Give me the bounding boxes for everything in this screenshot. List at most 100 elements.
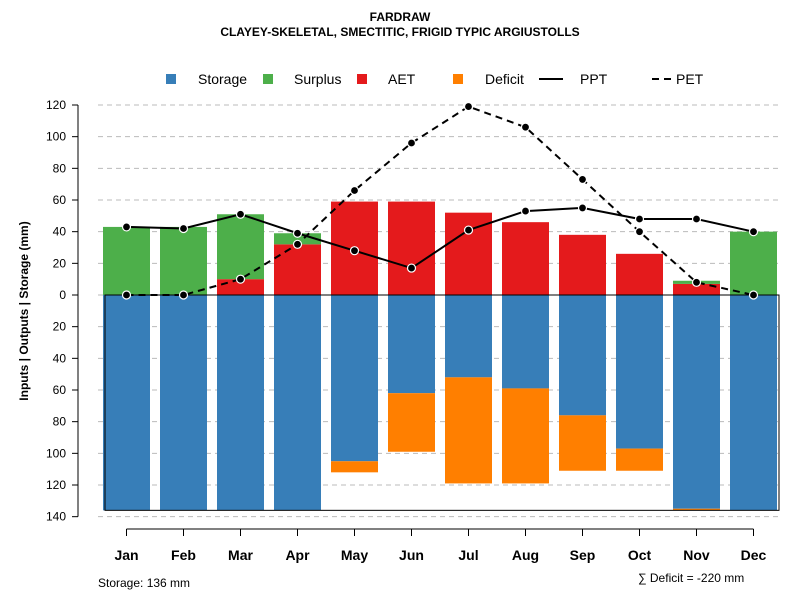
pet-point [121, 290, 132, 300]
aet-bar [502, 222, 549, 295]
y-tick-label: 40 [53, 351, 67, 365]
x-tick-label: Dec [741, 547, 767, 563]
legend-swatch [453, 74, 463, 84]
pet-point [691, 277, 702, 287]
y-tick-label: 0 [59, 288, 66, 302]
storage-bar [673, 295, 720, 509]
ppt-point [577, 203, 588, 213]
y-axis-label: Inputs | Outputs | Storage (mm) [17, 221, 31, 400]
legend-item-aet: AET [357, 71, 416, 87]
ppt-point [463, 225, 474, 235]
surplus-bar [103, 226, 150, 295]
pet-point [178, 290, 189, 300]
ppt-point [349, 246, 360, 256]
pet-point [406, 138, 417, 148]
pet-point [634, 227, 645, 237]
storage-bar [103, 295, 150, 511]
x-tick-label: Aug [512, 547, 539, 563]
ppt-point [235, 209, 246, 219]
y-tick-label: 60 [53, 193, 67, 207]
ppt-point [748, 227, 759, 237]
legend-item-ppt: PPT [539, 71, 608, 87]
y-tick-label: 20 [53, 320, 67, 334]
surplus-bar [160, 226, 207, 295]
pet-point [748, 290, 759, 300]
deficit-bar [559, 415, 606, 471]
pet-point [349, 185, 360, 196]
storage-bar [559, 295, 606, 416]
storage-bar [160, 295, 207, 511]
deficit-bar [616, 448, 663, 471]
pet-point [577, 174, 588, 185]
ppt-point [121, 222, 132, 232]
legend-item-storage: Storage [166, 71, 247, 87]
ppt-point [634, 214, 645, 224]
legend-label: PET [676, 71, 704, 87]
legend-item-surplus: Surplus [263, 71, 341, 87]
x-tick-label: Sep [570, 547, 596, 563]
chart-subtitle: CLAYEY-SKELETAL, SMECTITIC, FRIGID TYPIC… [220, 25, 580, 39]
x-tick-label: Oct [628, 547, 652, 563]
ppt-point [406, 263, 417, 273]
y-tick-label: 120 [46, 478, 66, 492]
storage-note: Storage: 136 mm [98, 576, 191, 590]
storage-bar [502, 295, 549, 389]
aet-bar [388, 201, 435, 295]
y-tick-label: 20 [53, 256, 67, 270]
aet-bar [616, 253, 663, 295]
deficit-bar [673, 508, 720, 511]
x-tick-label: Apr [285, 547, 310, 563]
aet-bar [274, 244, 321, 295]
y-tick-label: 80 [53, 161, 67, 175]
storage-bar [388, 295, 435, 394]
legend-label: AET [388, 71, 416, 87]
storage-bar [274, 295, 321, 511]
storage-bar [331, 295, 378, 462]
y-tick-label: 40 [53, 225, 67, 239]
surplus-bar [217, 214, 264, 280]
deficit-bar [388, 393, 435, 452]
legend-item-deficit: Deficit [453, 71, 524, 87]
deficit-bar [445, 377, 492, 484]
ppt-line [126, 206, 754, 270]
surplus-bar [730, 231, 777, 295]
pet-point [292, 239, 303, 249]
pet-point [463, 101, 474, 112]
x-tick-label: Mar [228, 547, 253, 563]
x-tick-label: Jul [458, 547, 478, 563]
storage-bar [217, 295, 264, 511]
y-tick-label: 80 [53, 415, 67, 429]
pet-point [235, 274, 246, 284]
ppt-point [292, 228, 303, 238]
ppt-point [520, 206, 531, 216]
storage-bar [445, 295, 492, 378]
legend-item-pet: PET [652, 71, 704, 87]
x-tick-label: Jun [399, 547, 424, 563]
aet-bar [559, 234, 606, 295]
legend-label: Storage [198, 71, 247, 87]
storage-bar [616, 295, 663, 449]
legend-label: Surplus [294, 71, 341, 87]
x-tick-label: Jan [114, 547, 138, 563]
pet-point [520, 122, 531, 132]
deficit-bar [331, 461, 378, 473]
x-tick-label: Feb [171, 547, 196, 563]
storage-bar [730, 295, 777, 511]
y-tick-label: 100 [46, 130, 66, 144]
legend-swatch [263, 74, 273, 84]
y-tick-label: 120 [46, 98, 66, 112]
legend-swatch [357, 74, 367, 84]
legend-label: Deficit [485, 71, 524, 87]
ppt-point [691, 214, 702, 224]
chart-title: FARDRAW [369, 10, 431, 24]
legend-swatch [166, 74, 176, 84]
ppt-point [178, 223, 189, 234]
legend-label: PPT [580, 71, 608, 87]
x-tick-label: Nov [683, 547, 710, 563]
aet-bar [217, 279, 264, 295]
aet-bar [673, 283, 720, 295]
deficit-note: ∑ Deficit = -220 mm [638, 571, 745, 585]
y-tick-label: 100 [46, 446, 66, 460]
x-tick-label: May [341, 547, 368, 563]
